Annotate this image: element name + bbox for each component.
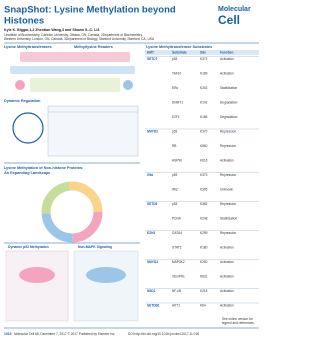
cell: Repression <box>220 129 236 133</box>
cell: K305 <box>200 187 208 191</box>
column-header: Function <box>220 51 234 55</box>
table-header-bg <box>145 50 259 55</box>
cell: K302 <box>200 86 208 90</box>
cell: EZH2 <box>147 231 155 235</box>
cell: Stabilization <box>220 216 237 220</box>
cell: K260 <box>200 260 208 264</box>
cell: Unknown <box>220 187 234 191</box>
cell: STAT3 <box>172 245 182 249</box>
page: SnapShot: Lysine Methylation beyond Hist… <box>4 5 259 336</box>
title: Histones <box>4 16 44 27</box>
cell: DNMT1 <box>172 100 183 104</box>
cell: AKT1 <box>172 303 180 307</box>
section-title: Dynamic p53 Methylation <box>8 245 49 249</box>
cell: K180 <box>200 245 208 249</box>
cell: K248 <box>200 216 208 220</box>
cell: Activation <box>220 245 234 249</box>
authors: Kyle K. Biggar,1,2 Zhentian Wang,3 and S… <box>4 28 99 32</box>
cell: K299 <box>200 231 208 235</box>
cell: PCNA <box>172 216 182 220</box>
cell: K616 <box>200 158 208 162</box>
cell: MAP3K2 <box>172 260 185 264</box>
cell: HSP90 <box>172 158 182 162</box>
cell: K373 <box>200 173 208 177</box>
note: See online version for <box>222 317 254 321</box>
cell: p53 <box>172 57 178 61</box>
cell: Activation <box>220 274 234 278</box>
cell: Stabilization <box>220 86 237 90</box>
cell: K372 <box>200 57 208 61</box>
journal: Cell <box>218 13 240 27</box>
cell: K831 <box>200 274 208 278</box>
cell: K64 <box>200 303 206 307</box>
title: SnapShot: Lysine Methylation beyond <box>4 5 176 16</box>
column-header: Substrate <box>172 51 187 55</box>
cell: E2F1 <box>172 115 180 119</box>
cell: Activation <box>220 303 234 307</box>
cell: Activation <box>220 289 234 293</box>
cell: Repression <box>220 231 236 235</box>
cell: K218 <box>200 289 208 293</box>
cell: SMYD3 <box>147 260 158 264</box>
cell: Activation <box>220 71 234 75</box>
cell: GATA4 <box>172 231 182 235</box>
cell: VEGFR1 <box>172 274 185 278</box>
cell: Repression <box>220 173 236 177</box>
section-title: Lysine Methyltransferases <box>4 45 52 49</box>
cell: K185 <box>200 115 208 119</box>
section-title: Lysine Methylation of Non-histone Protei… <box>4 166 83 170</box>
cell: Activation <box>220 57 234 61</box>
cell: RB <box>172 144 176 148</box>
section-title: Methyllysine Readers <box>74 45 113 49</box>
cell: p53 <box>172 173 178 177</box>
cell: ERα <box>172 86 178 90</box>
cell: G9a <box>147 173 153 177</box>
cell: Activation <box>220 260 234 264</box>
cell: p53 <box>172 202 178 206</box>
cell: K860 <box>200 144 208 148</box>
citation: Molecular Cell 68, December 7, 2017 © 20… <box>14 332 115 336</box>
cell: Activation <box>220 158 234 162</box>
cell: NF-κB <box>172 289 181 293</box>
cell: SETDB1 <box>147 303 160 307</box>
cell: K370 <box>200 129 208 133</box>
cell: p53 <box>172 129 178 133</box>
cell: K189 <box>200 71 208 75</box>
cell: Degradation <box>220 115 238 119</box>
section-title: Non-MAPK Signaling <box>78 245 112 249</box>
note: legend and references. <box>222 321 255 325</box>
column-header: Site <box>200 51 206 55</box>
page-number: 1019 <box>4 332 12 336</box>
section-title: Lysine Methyltransferase Substrates <box>146 45 212 49</box>
cell: WIZ <box>172 187 178 191</box>
column-header: KMT <box>147 51 154 55</box>
cell: Repression <box>220 144 236 148</box>
section-title: An Expanding Landscape <box>4 171 50 175</box>
cell: SETD7 <box>147 57 158 61</box>
cell: K142 <box>200 100 208 104</box>
cell: Repression <box>220 202 236 206</box>
section-title: Dynamic Regulation <box>4 99 41 103</box>
doi: DOI http://dx.doi.org/10.1016/j.molcel.2… <box>128 332 199 336</box>
cell: TAF10 <box>172 71 182 75</box>
affiliation: 1Institute of Biochemistry, Carleton Uni… <box>4 33 143 37</box>
cell: SETD8 <box>147 202 158 206</box>
cell: K382 <box>200 202 208 206</box>
journal: Molecular <box>218 6 251 13</box>
cell: NSD1 <box>147 289 156 293</box>
cell: Degradation <box>220 100 238 104</box>
cell: SMYD2 <box>147 129 158 133</box>
affiliation: Western University, London, ON, Canada, … <box>4 37 155 41</box>
